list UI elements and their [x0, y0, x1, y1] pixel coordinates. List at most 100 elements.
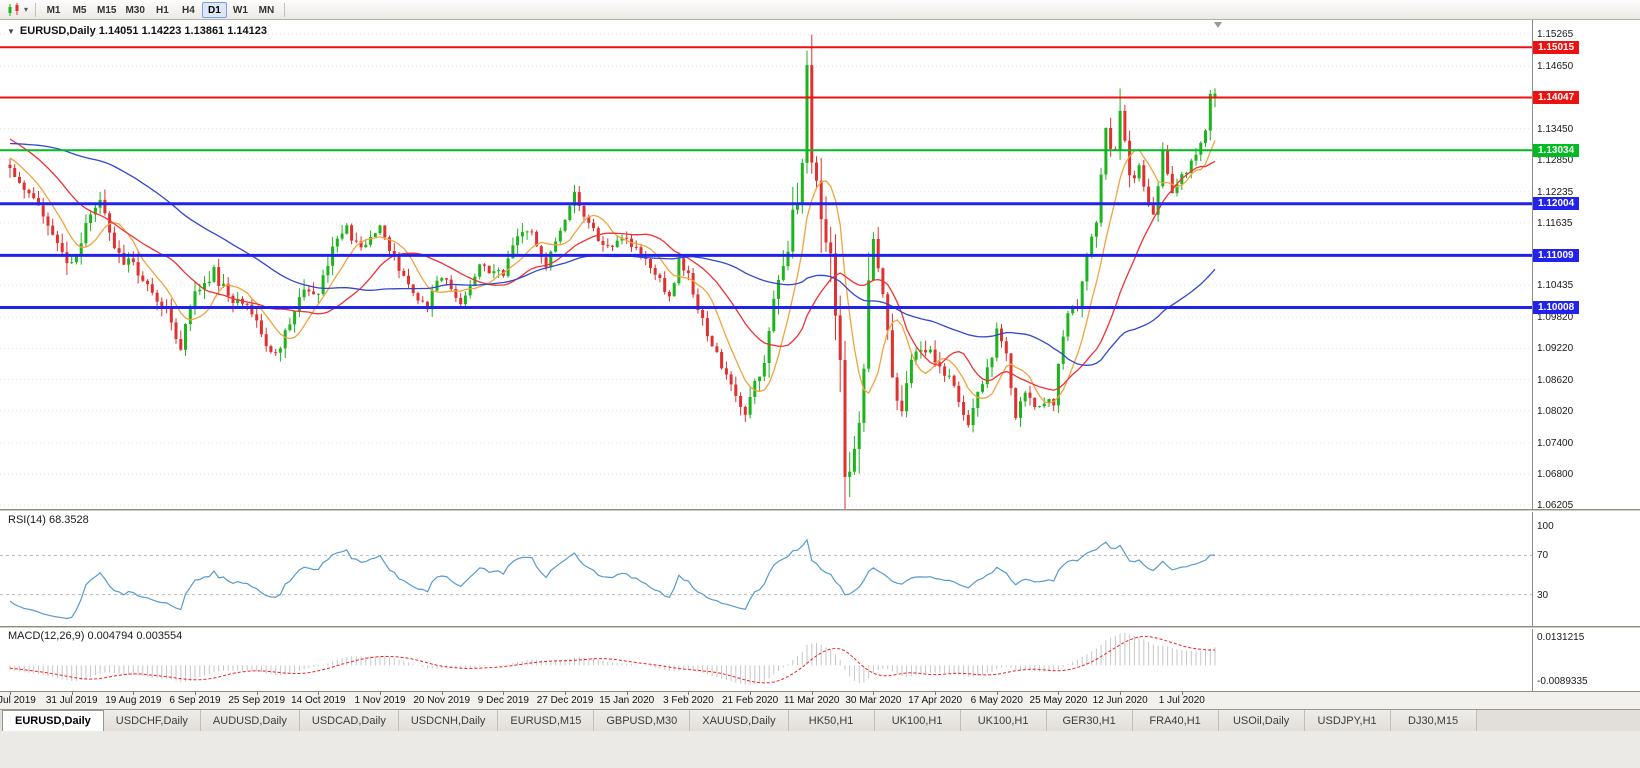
date-label: 12 Jul 2019: [0, 695, 36, 706]
chart-tab-eurusd-daily[interactable]: EURUSD,Daily: [2, 710, 104, 731]
date-tick: [1182, 692, 1183, 695]
price-grid-label: 1.06205: [1537, 500, 1574, 512]
panel-divider[interactable]: [0, 626, 1640, 629]
date-tick: [750, 692, 751, 695]
chart-tab-uk100-h1[interactable]: UK100,H1: [960, 710, 1047, 731]
price-line-label: 1.13034: [1533, 143, 1580, 157]
date-tick: [812, 692, 813, 695]
chart-tab-hk50-h1[interactable]: HK50,H1: [788, 710, 875, 731]
timeframe-button-m1[interactable]: M1: [46, 4, 61, 16]
timeframe-button-m5[interactable]: M5: [72, 4, 87, 16]
panel-divider[interactable]: [0, 509, 1640, 512]
chart-tab-dj30-m15[interactable]: DJ30,M15: [1390, 710, 1477, 731]
price-grid-label: 1.09220: [1537, 343, 1574, 355]
date-label: 30 Mar 2020: [845, 695, 902, 706]
date-tick: [1058, 692, 1059, 695]
chart-tab-usoil-daily[interactable]: USOil,Daily: [1218, 710, 1305, 731]
chart-type-dropdown-icon[interactable]: ▾: [24, 5, 29, 14]
timeframe-toolbar: ▾ M1 M5 M15 M30 H1 H4 D1 W1 MN: [0, 0, 1640, 20]
date-label: 3 Feb 2020: [663, 695, 714, 706]
price-grid-label: 1.07400: [1537, 438, 1574, 450]
date-label: 21 Feb 2020: [721, 695, 779, 706]
date-tick: [442, 692, 443, 695]
rsi-panel-canvas[interactable]: [0, 512, 1640, 626]
price-grid-label: 1.12235: [1537, 186, 1574, 198]
chart-tab-usdjpy-h1[interactable]: USDJPY,H1: [1304, 710, 1391, 731]
date-tick: [133, 692, 134, 695]
timeframe-buttons: M1 M5 M15 M30 H1 H4 D1 W1 MN: [41, 1, 279, 18]
timeframe-button-m30[interactable]: M30: [125, 4, 145, 16]
macd-panel-canvas[interactable]: [0, 629, 1640, 691]
chart-tab-uk100-h1[interactable]: UK100,H1: [874, 710, 961, 731]
date-label: 14 Oct 2019: [291, 695, 346, 706]
date-tick: [318, 692, 319, 695]
timeframe-button-w1[interactable]: W1: [232, 4, 248, 16]
date-label: 1 Jul 2020: [1158, 695, 1205, 706]
date-tick: [72, 692, 73, 695]
toolbar-separator: [283, 2, 285, 17]
price-line-label: 1.11009: [1533, 248, 1579, 262]
status-area: [0, 731, 1640, 768]
chart-tab-usdchf-daily[interactable]: USDCHF,Daily: [103, 710, 201, 731]
chart-tab-audusd-daily[interactable]: AUDUSD,Daily: [200, 710, 300, 731]
date-tick: [627, 692, 628, 695]
one-click-trading-icon[interactable]: ▼: [7, 27, 15, 36]
date-label: 17 Apr 2020: [908, 695, 963, 706]
candlestick-chart-icon[interactable]: [4, 2, 24, 18]
date-label: 19 Aug 2019: [105, 695, 162, 706]
timeframe-button-d1[interactable]: D1: [201, 1, 227, 18]
price-grid-label: 1.15265: [1537, 29, 1574, 41]
price-line-label: 1.12004: [1533, 197, 1580, 211]
date-label: 9 Dec 2019: [477, 695, 529, 706]
date-label: 6 May 2020: [970, 695, 1023, 706]
price-grid-label: 1.14650: [1537, 61, 1574, 73]
macd-axis-label: 0.0131215: [1537, 632, 1585, 643]
date-label: 11 Mar 2020: [784, 695, 840, 706]
time-axis[interactable]: 12 Jul 2019 31 Jul 2019 19 Aug 2019 6 Sep 2…: [0, 691, 1640, 709]
shift-marker-icon: [1214, 22, 1222, 28]
chart-tab-gbpusd-m30[interactable]: GBPUSD,M30: [594, 710, 691, 731]
rsi-indicator-label: RSI(14) 68.3528: [8, 514, 89, 526]
timeframe-button-m15[interactable]: M15: [97, 4, 117, 16]
macd-axis-label: -0.0089335: [1537, 676, 1588, 687]
date-tick: [935, 692, 936, 695]
price-grid-label: 1.13450: [1537, 123, 1574, 135]
chart-tab-usdcnh-daily[interactable]: USDCNH,Daily: [398, 710, 499, 731]
toolbar-separator: [35, 2, 37, 17]
date-label: 31 Jul 2019: [45, 695, 98, 706]
price-line-label: 1.15015: [1533, 40, 1580, 54]
date-tick: [1120, 692, 1121, 695]
date-label: 20 Nov 2019: [413, 695, 471, 706]
price-grid-label: 1.08020: [1537, 405, 1574, 417]
rsi-axis-label: 70: [1537, 550, 1549, 562]
date-tick: [10, 692, 11, 695]
timeframe-button-mn[interactable]: MN: [258, 4, 275, 16]
date-label: 25 May 2020: [1029, 695, 1088, 706]
chart-tab-ger30-h1[interactable]: GER30,H1: [1046, 710, 1133, 731]
price-line-label: 1.14047: [1533, 91, 1580, 105]
rsi-axis-label: 30: [1537, 589, 1549, 601]
price-grid-label: 1.08620: [1537, 374, 1574, 386]
date-label: 25 Sep 2019: [228, 695, 286, 706]
chart-tab-fra40-h1[interactable]: FRA40,H1: [1132, 710, 1219, 731]
chart-tab-eurusd-m15[interactable]: EURUSD,M15: [498, 710, 595, 731]
chart-tab-usdcad-daily[interactable]: USDCAD,Daily: [299, 710, 399, 731]
rsi-axis-label: 100: [1537, 521, 1554, 532]
macd-indicator-label: MACD(12,26,9) 0.004794 0.003554: [8, 630, 183, 642]
chart-tab-xauusd-daily[interactable]: XAUUSD,Daily: [690, 710, 789, 731]
date-tick: [565, 692, 566, 695]
price-grid-label: 1.09820: [1537, 312, 1574, 324]
quote-text: EURUSD,Daily 1.14051 1.14223 1.13861 1.1…: [19, 25, 267, 37]
date-label: 15 Jan 2020: [599, 695, 655, 706]
chart-tabs-bar: EURUSD,Daily USDCHF,Daily AUDUSD,Daily USDC…: [0, 709, 1640, 731]
timeframe-button-h4[interactable]: H4: [182, 4, 195, 16]
date-label: 27 Dec 2019: [536, 695, 594, 706]
price-grid-label: 1.06800: [1537, 469, 1574, 481]
chart-quote-line: ▼ EURUSD,Daily 1.14051 1.14223 1.13861 1.…: [7, 25, 267, 37]
price-grid-label: 1.12850: [1537, 154, 1574, 166]
main-chart-canvas[interactable]: [0, 20, 1640, 509]
price-grid-label: 1.11635: [1537, 217, 1573, 229]
timeframe-button-h1[interactable]: H1: [156, 4, 169, 16]
date-tick: [380, 692, 381, 695]
